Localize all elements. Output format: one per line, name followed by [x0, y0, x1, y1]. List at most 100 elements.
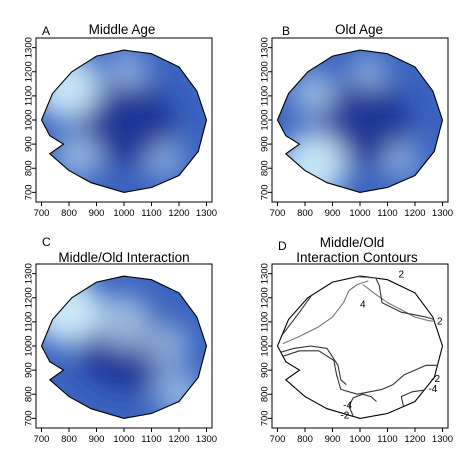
x-tick-label-700: 700: [34, 434, 50, 445]
x-tick-label-900: 900: [89, 208, 105, 219]
y-tick-label-800: 800: [260, 160, 271, 176]
y-tick-label-1100: 1100: [24, 86, 35, 106]
panel-c: C Middle/Old Interaction 700 800 900 1000 11…: [24, 235, 218, 445]
contour-line-2: [282, 280, 369, 345]
x-tick-label-1000: 1000: [349, 434, 370, 445]
y-tick-label-1300: 1300: [24, 37, 35, 58]
contour-line-1: [362, 284, 443, 323]
contour-label-3: -2: [431, 374, 440, 385]
panel-a-highlight-0: [41, 52, 100, 120]
panel-d-x-axis: 700 800 900 1000 1100 1200 1300: [270, 428, 453, 445]
panel-b-region-outline: [276, 49, 444, 193]
panel-b-y-axis: 700 800 900 1000 1100 1200 1300: [260, 37, 272, 200]
x-tick-label-900: 900: [89, 434, 105, 445]
panel-b-low-region: [314, 80, 411, 165]
y-tick-label-1200: 1200: [260, 61, 271, 82]
y-tick-label-1300: 1300: [260, 263, 271, 284]
contour-label-4: -4: [428, 384, 437, 395]
x-tick-label-800: 800: [297, 208, 313, 219]
y-tick-label-900: 900: [260, 362, 271, 378]
y-tick-label-900: 900: [260, 136, 271, 152]
x-tick-label-1200: 1200: [404, 208, 425, 219]
panel-d-y-axis: 700 800 900 1000 1100 1200 1300: [260, 263, 272, 426]
x-tick-label-1300: 1300: [196, 208, 217, 219]
panel-b: B Old Age 700 800 900 1000 1100 1200 1300 700 8…: [260, 22, 454, 219]
y-tick-label-800: 800: [24, 160, 35, 176]
x-tick-label-800: 800: [61, 434, 77, 445]
y-tick-label-900: 900: [24, 362, 35, 378]
panel-a-highlight-1: [54, 133, 101, 179]
panel-b-title: Old Age: [335, 22, 383, 37]
panel-a: A Middle Age 700 800 900 1000 1100 1200 1300 7…: [24, 22, 218, 219]
y-tick-label-1200: 1200: [24, 287, 35, 308]
x-tick-label-900: 900: [325, 208, 341, 219]
panel-c-x-axis: 700 800 900 1000 1100 1200 1300: [34, 428, 217, 445]
y-tick-label-800: 800: [24, 386, 35, 402]
panel-c-highlight-3: [156, 371, 202, 418]
y-tick-label-1300: 1300: [260, 37, 271, 58]
x-tick-label-700: 700: [34, 208, 50, 219]
panel-b-highlight-1: [290, 70, 337, 117]
panel-a-highlight-3: [146, 141, 185, 181]
contour-line-4: [277, 350, 443, 395]
panel-a-fill: [41, 50, 207, 193]
contour-label-0: 2: [399, 269, 405, 280]
y-tick-label-1200: 1200: [24, 61, 35, 82]
contour-label-2: 2: [437, 316, 443, 327]
contour-label-6: -2: [340, 410, 349, 421]
y-tick-label-700: 700: [260, 410, 271, 426]
contour-label-1: 4: [360, 299, 366, 310]
panel-a-region-outline: [40, 49, 208, 193]
contour-line-5: [277, 345, 347, 386]
panel-c-title: Middle/Old Interaction: [58, 250, 189, 265]
panel-b-highlight-0: [279, 132, 347, 193]
panel-a-letter: A: [42, 24, 50, 38]
y-tick-label-1000: 1000: [24, 109, 35, 130]
panel-a-y-axis: 700 800 900 1000 1100 1200 1300: [24, 37, 36, 200]
panel-c-region-outline: [40, 275, 208, 419]
x-tick-label-1000: 1000: [349, 208, 370, 219]
panel-a-x-axis: 700 800 900 1000 1100 1200 1300: [34, 202, 217, 219]
x-tick-label-1300: 1300: [432, 208, 453, 219]
panel-d-title-line-2: Interaction Contours: [296, 250, 418, 265]
panel-a-heatmap: [35, 37, 213, 203]
y-tick-label-1100: 1100: [260, 312, 271, 332]
panel-b-x-axis: 700 800 900 1000 1100 1200 1300: [270, 202, 453, 219]
panel-b-heatmap: [271, 37, 449, 203]
y-tick-label-1300: 1300: [24, 263, 35, 284]
x-tick-label-1200: 1200: [168, 208, 189, 219]
x-tick-label-800: 800: [297, 434, 313, 445]
y-tick-label-700: 700: [260, 184, 271, 200]
panel-a-highlight-2: [106, 50, 148, 90]
y-tick-label-1000: 1000: [260, 109, 271, 130]
panel-b-intensity-layer: [279, 52, 421, 193]
panel-a-title: Middle Age: [89, 22, 156, 37]
panel-a-low-region: [78, 80, 175, 165]
panel-c-heatmap: [35, 263, 213, 429]
panel-c-highlight-2: [142, 323, 189, 369]
y-tick-label-800: 800: [260, 386, 271, 402]
y-tick-label-1200: 1200: [260, 287, 271, 308]
x-tick-label-1000: 1000: [113, 434, 134, 445]
y-tick-label-700: 700: [24, 184, 35, 200]
panel-c-y-axis: 700 800 900 1000 1100 1200 1300: [24, 263, 36, 426]
panel-d-title-line-1: Middle/Old: [320, 235, 385, 250]
x-tick-label-1200: 1200: [168, 434, 189, 445]
x-tick-label-1300: 1300: [196, 434, 217, 445]
x-tick-label-1300: 1300: [432, 434, 453, 445]
y-tick-label-1100: 1100: [260, 86, 271, 106]
panel-b-letter: B: [282, 24, 290, 38]
x-tick-label-1200: 1200: [404, 434, 425, 445]
x-tick-label-1100: 1100: [377, 208, 397, 219]
panel-c-letter: C: [42, 235, 51, 249]
panel-b-fill: [277, 50, 443, 193]
panel-b-highlight-3: [382, 141, 421, 181]
y-tick-label-700: 700: [24, 410, 35, 426]
x-tick-label-700: 700: [270, 208, 286, 219]
panel-d: D Middle/Old Interaction Contours 242-2-…: [260, 235, 454, 445]
x-tick-label-1100: 1100: [141, 208, 161, 219]
contour-label-5: -4: [343, 401, 352, 412]
contour-line-6: [348, 393, 377, 417]
y-tick-label-900: 900: [24, 136, 35, 152]
